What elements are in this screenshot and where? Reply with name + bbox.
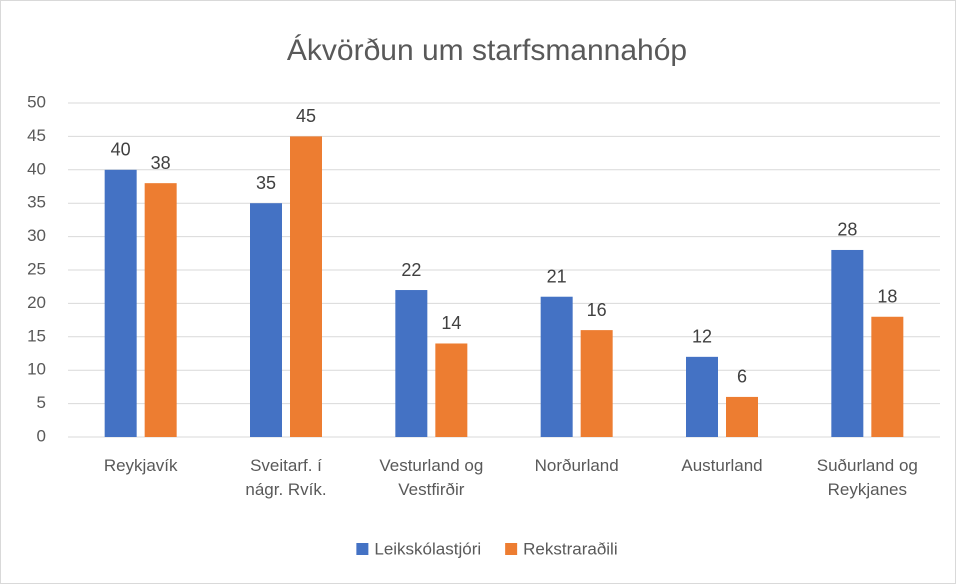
legend-label: Rekstraraðili	[523, 539, 617, 558]
x-tick-label: Austurland	[681, 456, 762, 475]
y-tick-label: 45	[27, 126, 46, 145]
bar	[435, 343, 468, 437]
bar	[540, 296, 573, 437]
y-tick-label: 20	[27, 293, 46, 312]
bar	[290, 136, 322, 437]
x-tick-label: Norðurland	[535, 456, 619, 475]
data-label: 12	[692, 327, 712, 347]
bar	[871, 316, 904, 437]
data-label: 28	[837, 220, 857, 240]
y-tick-label: 5	[37, 393, 46, 412]
x-tick-label: Sveitarf. í nágr. Rvík.	[245, 456, 326, 499]
data-label: 16	[587, 300, 607, 320]
y-tick-label: 10	[27, 360, 46, 379]
x-tick-label: Reykjavík	[104, 456, 178, 475]
x-tick-label: Suðurland og Reykjanes	[817, 456, 918, 499]
bar	[726, 396, 758, 437]
y-tick-label: 35	[27, 193, 46, 212]
bar	[686, 356, 718, 437]
bar	[144, 183, 177, 437]
bar	[250, 203, 282, 437]
bar	[580, 330, 613, 437]
bar	[831, 249, 864, 437]
y-tick-label: 50	[27, 92, 46, 111]
data-label: 38	[151, 153, 171, 173]
y-tick-label: 15	[27, 326, 46, 345]
data-label: 45	[296, 106, 316, 126]
data-label: 35	[256, 173, 276, 193]
data-label: 14	[441, 313, 461, 333]
data-label: 40	[111, 140, 131, 160]
bar	[104, 169, 137, 438]
data-label: 6	[737, 367, 747, 387]
data-label: 22	[401, 260, 421, 280]
legend-swatch	[505, 543, 518, 555]
chart-title: Ákvörðun um starfsmannahóp	[287, 34, 687, 67]
data-label: 18	[877, 287, 897, 307]
y-tick-label: 25	[27, 259, 46, 278]
x-tick-label: Vesturland og Vestfirðir	[379, 456, 483, 499]
y-tick-label: 40	[27, 159, 46, 178]
legend-label: Leikskólastjóri	[374, 539, 481, 558]
legend-swatch	[356, 543, 369, 555]
bar	[395, 290, 428, 437]
data-label: 21	[547, 266, 567, 286]
y-tick-label: 30	[27, 226, 46, 245]
y-tick-label: 0	[37, 426, 46, 445]
